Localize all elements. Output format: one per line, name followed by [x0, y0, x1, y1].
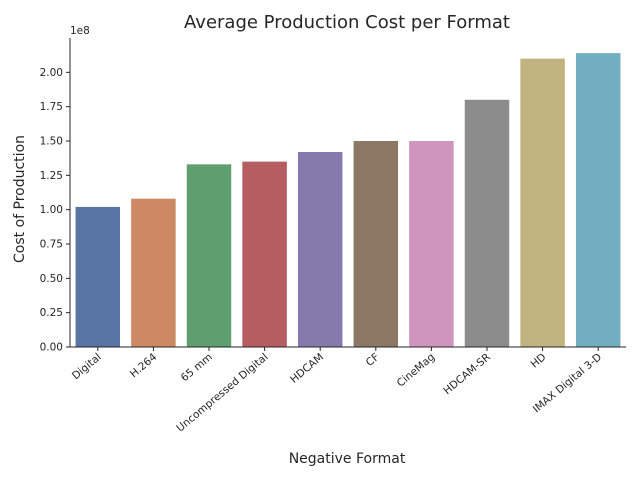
- x-tick-label: HD: [529, 351, 549, 370]
- x-tick-label: H.264: [128, 351, 160, 380]
- x-tick-label: Uncompressed Digital: [174, 351, 270, 434]
- bar-cinemag: [409, 141, 454, 347]
- y-axis-label: Cost of Production: [12, 135, 28, 263]
- y-tick-label: 1.75: [40, 101, 63, 113]
- bar-hdcam: [297, 151, 343, 347]
- x-tick-label: CF: [364, 351, 382, 369]
- x-tick-label: 65 mm: [179, 351, 215, 384]
- x-tick-label: CineMag: [395, 351, 438, 389]
- bar-hd: [520, 58, 565, 347]
- chart-title: Average Production Cost per Format: [184, 12, 510, 33]
- y-axis: 0.00 0.25 0.50 0.75 1.00 1.25 1.50 1.75 2.00: [40, 38, 71, 354]
- y-tick-label: 0.00: [40, 342, 63, 354]
- y-tick-label: 0.75: [40, 239, 63, 251]
- y-tick-label: 0.25: [40, 307, 63, 319]
- y-tick-label: 2.00: [40, 67, 63, 79]
- y-tick-label: 1.50: [40, 136, 63, 148]
- x-axis-label: Negative Format: [289, 451, 406, 467]
- bar-uncompressed-digital: [242, 161, 287, 347]
- y-tick-label: 1.25: [40, 170, 63, 182]
- bar-digital: [75, 206, 121, 347]
- bar-65-mm: [186, 164, 232, 347]
- bar-imax-digital-3-d: [575, 53, 621, 348]
- y-axis-offset-label: 1e8: [70, 25, 90, 37]
- bars-group: [75, 53, 621, 348]
- bar-hdcam-sr: [464, 99, 510, 347]
- x-tick-label: Digital: [70, 351, 104, 382]
- bar-cf: [353, 141, 399, 347]
- x-tick-label: HDCAM-SR: [441, 351, 493, 397]
- bar-h-264: [131, 198, 176, 347]
- y-tick-label: 0.50: [40, 273, 63, 285]
- x-tick-label: HDCAM: [288, 351, 326, 386]
- y-tick-label: 1.00: [40, 204, 63, 216]
